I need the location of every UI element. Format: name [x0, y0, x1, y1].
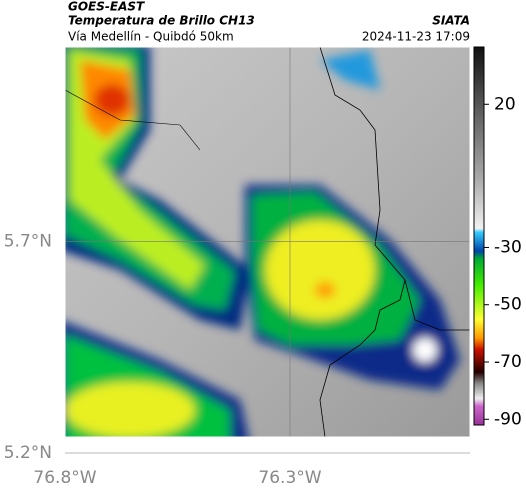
subtitle: Vía Medellín - Quibdó 50km	[68, 30, 234, 44]
colorbar-tick-label: -70	[494, 352, 522, 372]
imagery	[65, 47, 470, 437]
x-tick-label: 76.8°W	[33, 468, 96, 488]
frame	[64, 46, 471, 438]
title: Temperatura de Brillo CH13	[68, 14, 255, 28]
colorbar-tick-label: -30	[494, 237, 522, 257]
colorbar-tick-label: -90	[494, 409, 522, 429]
datetime: 2024-11-23 17:09	[362, 30, 470, 44]
clouds	[65, 47, 460, 437]
axes: 76.8°W 76.3°W 5.7°N 5.2°N 20 -30 -50 -70 -90	[4, 47, 522, 488]
colorbar	[473, 46, 485, 426]
border	[319, 47, 406, 437]
y-tick-label: 5.2°N	[4, 443, 52, 463]
y-tick-label: 5.7°N	[4, 232, 52, 252]
colorbar-tick-label: 20	[494, 94, 516, 114]
source: GOES-EAST	[68, 0, 145, 14]
border	[404, 279, 470, 331]
x-tick-label: 76.3°W	[258, 468, 321, 488]
org: SIATA	[432, 14, 470, 28]
border	[65, 89, 201, 151]
colorbar-tick-label: -50	[494, 295, 522, 315]
